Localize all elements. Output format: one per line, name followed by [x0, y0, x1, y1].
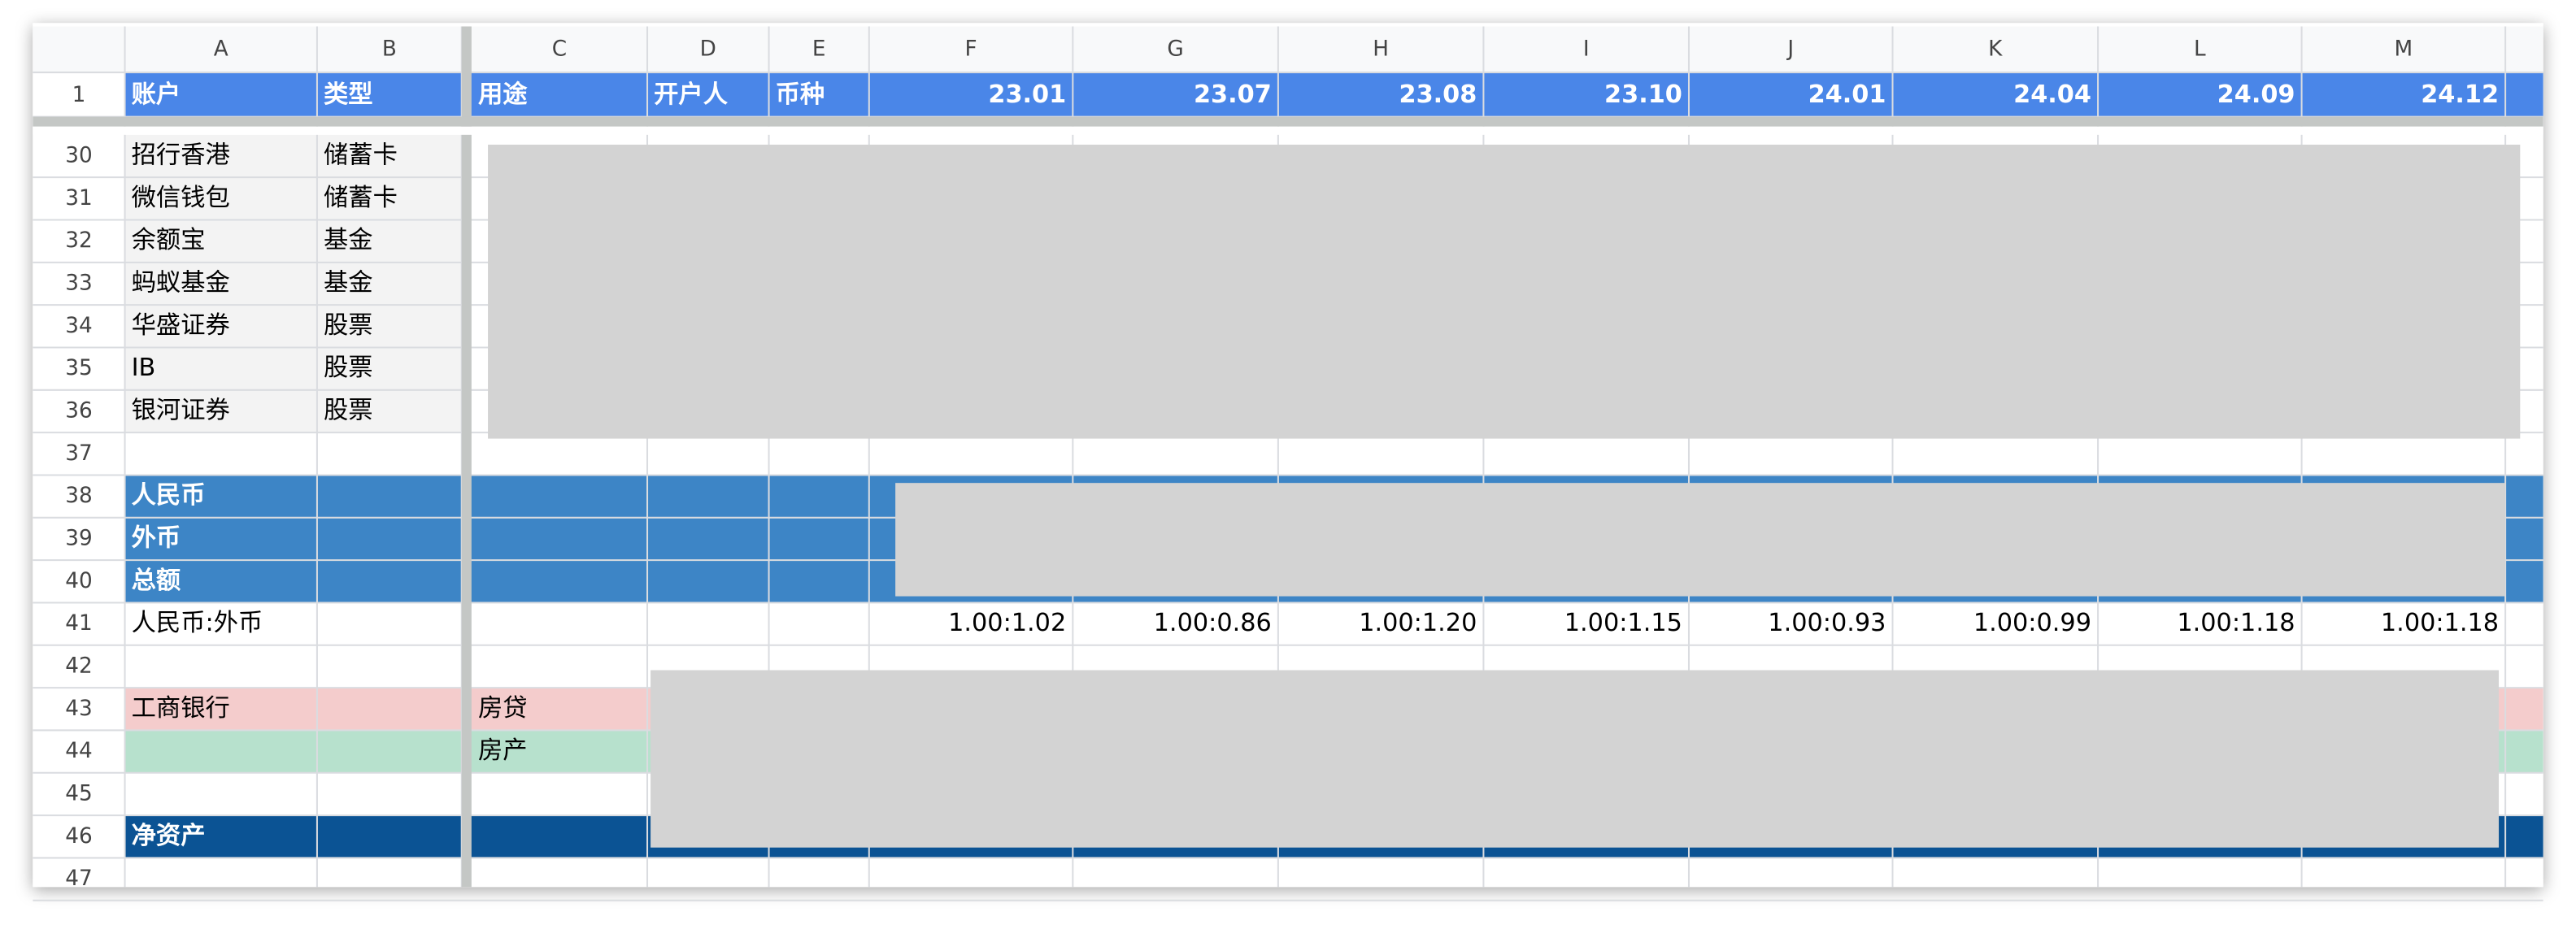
header-cell: 23.10 [1604, 80, 1682, 109]
column-letter: I [1583, 37, 1590, 61]
cell-text: 微信钱包 [132, 184, 230, 212]
row-number: 34 [65, 314, 92, 338]
cell-fill [124, 262, 462, 306]
row-number: 45 [65, 781, 92, 806]
cell-text: 招行香港 [132, 141, 230, 170]
cell-text: 房贷 [478, 694, 528, 723]
row-number: 39 [65, 526, 92, 550]
header-cell: 23.07 [1194, 80, 1272, 109]
header-cell: 用途 [478, 80, 528, 109]
column-letter: F [965, 37, 977, 61]
column-letter: H [1373, 37, 1389, 61]
cell-text: 1.00:0.93 [1768, 609, 1886, 637]
cell-text: 基金 [324, 268, 373, 297]
header-cell: 开户人 [654, 80, 729, 109]
cell-text: IB [132, 354, 156, 382]
row-number: 47 [65, 866, 92, 891]
cell-text: 华盛证券 [132, 311, 230, 340]
cell-text: 1.00:0.99 [1973, 609, 2091, 637]
cell-text: 余额宝 [132, 226, 206, 254]
column-letter: L [2194, 37, 2206, 61]
column-letter: C [552, 37, 567, 61]
cell-text: 储蓄卡 [324, 184, 398, 212]
header-row-fill [124, 72, 2543, 117]
header-cell: 24.12 [2421, 80, 2499, 109]
cell-fill [124, 177, 462, 220]
cell-fill [124, 305, 462, 348]
cell-fill [124, 134, 462, 178]
row-number: 36 [65, 398, 92, 423]
freeze-line [461, 26, 472, 888]
row-number: 41 [65, 611, 92, 636]
column-letter: G [1167, 37, 1183, 61]
column-header-bar [33, 26, 2543, 73]
cell-text: 蚂蚁基金 [132, 268, 230, 297]
column-letter: A [214, 37, 228, 61]
cell-text: 1.00:1.20 [1359, 609, 1477, 637]
row-gap [33, 126, 2543, 135]
cell-text: 总额 [132, 567, 181, 595]
cell-text: 储蓄卡 [324, 141, 398, 170]
cell-text: 房产 [478, 736, 528, 765]
cell-text: 股票 [324, 311, 373, 340]
header-cell: 24.01 [1808, 80, 1886, 109]
cell-fill [124, 219, 462, 263]
column-letter: K [1988, 37, 2003, 61]
column-letter: D [700, 37, 716, 61]
row-number: 44 [65, 739, 92, 763]
header-cell: 23.01 [988, 80, 1066, 109]
cell-text: 1.00:1.02 [948, 609, 1066, 637]
cell-text: 外币 [132, 523, 181, 552]
redaction [651, 670, 2500, 848]
column-letter: B [382, 37, 397, 61]
overlay [33, 26, 2543, 888]
cell-text: 人民币:外币 [132, 609, 263, 637]
row-number: 43 [65, 697, 92, 721]
row-number: 42 [65, 654, 92, 678]
cell-text: 工商银行 [132, 694, 230, 723]
row-number: 31 [65, 186, 92, 211]
row-number: 32 [65, 228, 92, 253]
cell-fill [124, 347, 462, 390]
row-number: 40 [65, 569, 92, 593]
row-number: 38 [65, 484, 92, 508]
header-cell: 24.09 [2217, 80, 2295, 109]
row-number: 46 [65, 824, 92, 849]
header-cell: 23.08 [1399, 80, 1477, 109]
redaction [895, 483, 2506, 597]
redaction [488, 144, 2521, 439]
header-cell: 账户 [132, 80, 181, 109]
cell-text: 人民币 [132, 481, 206, 510]
cell-text: 股票 [324, 396, 373, 424]
cell-fill [124, 389, 462, 433]
row-number: 1 [72, 83, 86, 107]
freeze-line [33, 116, 2543, 127]
cell-text: 1.00:1.15 [1564, 609, 1682, 637]
cell-text: 银河证券 [132, 396, 230, 424]
column-letter: M [2395, 37, 2413, 61]
row-number: 33 [65, 271, 92, 295]
row-number: 37 [65, 441, 92, 466]
cell-text: 1.00:0.86 [1154, 609, 1272, 637]
header-cell: 类型 [324, 80, 373, 109]
cell-text: 1.00:1.18 [2381, 609, 2499, 637]
row-number: 35 [65, 356, 92, 380]
header-cell: 币种 [776, 80, 825, 109]
cell-text: 1.00:1.18 [2177, 609, 2295, 637]
column-letter: J [1786, 37, 1794, 61]
header-cell: 24.04 [2013, 80, 2091, 109]
cell-text: 净资产 [132, 822, 206, 850]
row-number: 30 [65, 144, 92, 168]
cell-text: 股票 [324, 354, 373, 382]
cell-text: 基金 [324, 226, 373, 254]
column-letter: E [812, 37, 826, 61]
